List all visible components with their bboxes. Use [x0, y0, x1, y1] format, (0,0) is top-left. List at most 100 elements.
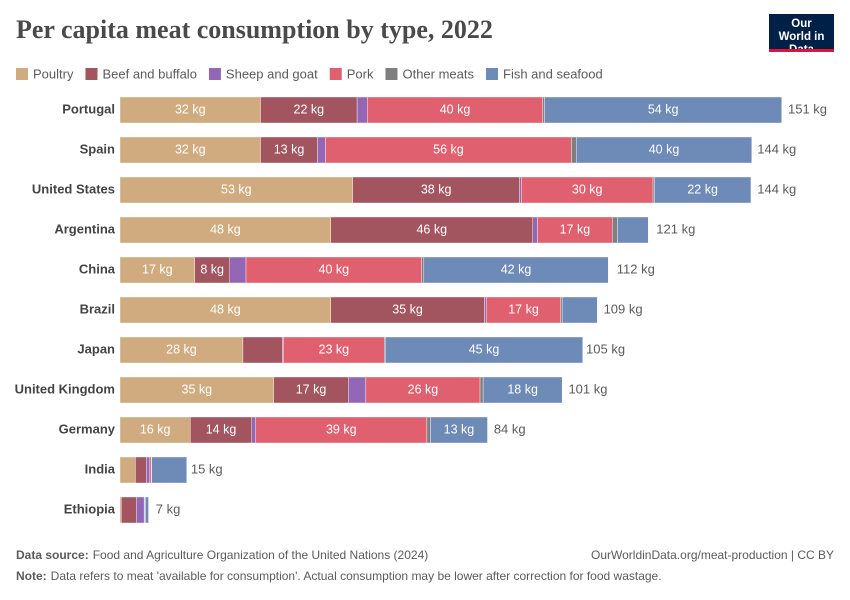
- segment-label: 30 kg: [572, 182, 603, 196]
- category-label: United States: [32, 181, 115, 196]
- legend-label[interactable]: Sheep and goat: [226, 66, 318, 81]
- bar-segment: [119, 96, 261, 124]
- category-label: Germany: [59, 421, 116, 436]
- legend-swatch[interactable]: [208, 68, 221, 80]
- segment-label: 17 kg: [560, 222, 591, 236]
- legend-label[interactable]: Poultry: [33, 66, 74, 81]
- bar-segment: [119, 416, 191, 444]
- category-label: Portugal: [62, 101, 115, 116]
- bar-segment: [385, 336, 583, 364]
- category-label: Spain: [80, 141, 115, 156]
- bar-segment: [260, 136, 318, 164]
- bar-segment: [135, 456, 147, 484]
- source-label: Data source:: [16, 548, 89, 562]
- bar-segment: [421, 256, 425, 284]
- bar-segment: [479, 376, 484, 404]
- segment-label: 40 kg: [649, 142, 680, 156]
- segment-label: 26 kg: [408, 382, 439, 396]
- bar-segment: [190, 416, 252, 444]
- bar-segment: [119, 336, 244, 364]
- category-label: Japan: [77, 341, 115, 356]
- bar-segment: [330, 216, 533, 244]
- segment-label: 13 kg: [274, 142, 305, 156]
- segment-label: 13 kg: [444, 422, 475, 436]
- total-label: 7 kg: [156, 501, 181, 516]
- total-label: 121 kg: [656, 221, 695, 236]
- bar-segment: [251, 416, 256, 444]
- segment-label: 23 kg: [319, 342, 350, 356]
- legend-swatch[interactable]: [85, 68, 98, 80]
- bar-segment: [575, 136, 753, 164]
- bar-segment: [317, 136, 326, 164]
- segment-label: 46 kg: [416, 222, 447, 236]
- bar-segment: [119, 456, 136, 484]
- segment-label: 32 kg: [175, 142, 206, 156]
- legend-swatch[interactable]: [329, 68, 342, 80]
- legend-label[interactable]: Pork: [347, 66, 374, 81]
- bar-segment: [283, 336, 385, 364]
- segment-label: 17 kg: [508, 302, 539, 316]
- bar-segment: [537, 216, 613, 244]
- logo-text[interactable]: Our World in Data: [778, 18, 825, 49]
- bar-segment: [121, 496, 137, 524]
- bar-segment: [119, 376, 274, 404]
- legend-swatch[interactable]: [486, 68, 498, 80]
- segment-label: 48 kg: [210, 222, 241, 236]
- bar-segment: [485, 296, 562, 324]
- segment-label: 18 kg: [507, 382, 538, 396]
- source-url[interactable]: OurWorldinData.org/meat-production | CC …: [591, 548, 834, 562]
- total-label: 109 kg: [604, 301, 643, 316]
- bar-segment: [145, 496, 149, 524]
- note-text: Data refers to meat 'available for consu…: [51, 569, 662, 583]
- bar-segment: [544, 96, 782, 124]
- legend-label[interactable]: Other meats: [402, 66, 474, 81]
- bar-segment: [366, 96, 544, 124]
- category-label: India: [85, 461, 116, 476]
- segment-label: 42 kg: [501, 262, 532, 276]
- bar-segment: [245, 256, 422, 284]
- segment-label: 28 kg: [166, 342, 197, 356]
- bar-segment: [352, 176, 520, 204]
- segment-label: 40 kg: [319, 262, 350, 276]
- logo-box: [769, 14, 834, 52]
- bar-segment: [151, 456, 187, 484]
- total-label: 144 kg: [757, 181, 796, 196]
- total-label: 151 kg: [788, 101, 827, 116]
- segment-label: 17 kg: [296, 382, 327, 396]
- bar-segment: [194, 256, 230, 284]
- segment-label: 45 kg: [469, 342, 500, 356]
- bar-segment: [325, 136, 572, 164]
- segment-label: 35 kg: [392, 302, 423, 316]
- source-text: Food and Agriculture Organization of the…: [93, 548, 429, 562]
- total-label: 84 kg: [494, 421, 526, 436]
- segment-label: 35 kg: [182, 382, 213, 396]
- bar-segment: [119, 136, 261, 164]
- bar-segment: [519, 176, 522, 204]
- legend-label[interactable]: Fish and seafood: [503, 66, 603, 81]
- legend-swatch[interactable]: [16, 68, 28, 80]
- total-label: 15 kg: [191, 461, 223, 476]
- bar-segment: [273, 376, 349, 404]
- note-label: Note:: [16, 569, 47, 583]
- segment-label: 32 kg: [175, 102, 206, 116]
- total-label: 144 kg: [757, 141, 796, 156]
- legend: Poultry Beef and buffalo Sheep and goat Por…: [16, 66, 603, 81]
- bar-segment: [561, 296, 598, 324]
- category-label: Brazil: [80, 301, 115, 316]
- bar-segment: [255, 416, 428, 444]
- bar-segment: [242, 336, 283, 364]
- bar-segment: [260, 96, 358, 124]
- segment-label: 38 kg: [421, 182, 452, 196]
- segment-label: 56 kg: [433, 142, 464, 156]
- segment-label: 53 kg: [221, 182, 252, 196]
- bar-segment: [430, 416, 488, 444]
- bar-segment: [482, 376, 563, 404]
- legend-swatch[interactable]: [385, 68, 398, 80]
- bar-segment: [365, 376, 481, 404]
- segment-label: 22 kg: [687, 182, 718, 196]
- bar-segment: [484, 296, 487, 324]
- bar-segment: [617, 216, 649, 244]
- legend-label[interactable]: Beef and buffalo: [102, 66, 196, 81]
- bar-segment: [426, 416, 431, 444]
